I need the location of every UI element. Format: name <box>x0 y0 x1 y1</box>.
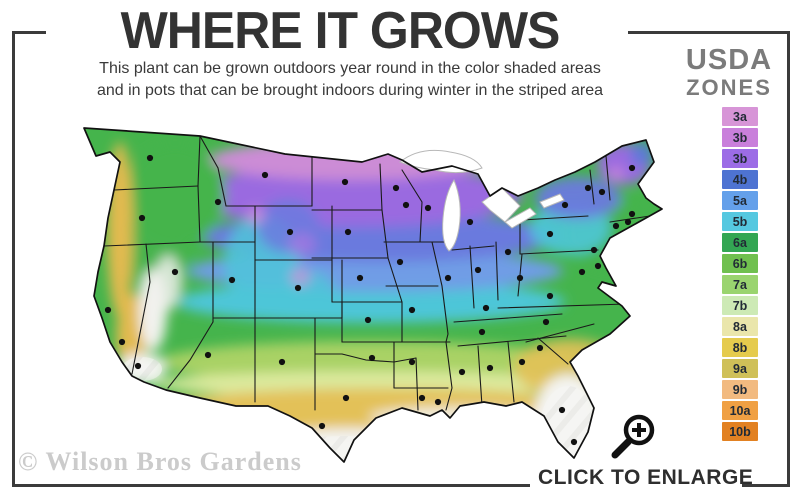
state-dot <box>214 198 222 206</box>
state-dot <box>578 268 586 276</box>
page-title: WHERE IT GROWS <box>120 1 561 60</box>
state-dot <box>344 228 352 236</box>
state-dot <box>104 306 112 314</box>
state-dot <box>444 274 452 282</box>
usda-heading-line2: ZONES <box>686 75 772 100</box>
state-borders <box>103 135 651 411</box>
legend-zone-swatch: 7a <box>722 275 758 294</box>
legend-zone-swatch: 9b <box>722 380 758 399</box>
state-dot <box>364 316 372 324</box>
subtitle-line-1: This plant can be grown outdoors year ro… <box>99 60 601 77</box>
legend-zone-swatch: 5b <box>722 212 758 231</box>
usda-zones-heading: USDA ZONES <box>668 46 790 99</box>
state-dot <box>392 184 400 192</box>
state-dot <box>424 204 432 212</box>
state-dot <box>134 362 142 370</box>
state-dot <box>278 358 286 366</box>
state-dot <box>624 218 632 226</box>
usda-heading-line1: USDA <box>685 44 773 76</box>
state-dot <box>546 230 554 238</box>
legend-zone-swatch: 4b <box>722 170 758 189</box>
state-dot <box>342 394 350 402</box>
state-dot <box>171 268 179 276</box>
us-hardiness-zone-map <box>50 110 670 480</box>
zone-shading <box>84 128 662 462</box>
legend-zone-swatch: 5a <box>722 191 758 210</box>
click-to-enlarge-label[interactable]: CLICK TO ENLARGE <box>538 466 754 489</box>
watermark: © Wilson Bros Gardens <box>18 447 302 476</box>
us-outline <box>83 127 663 463</box>
state-dot <box>518 358 526 366</box>
state-dot <box>474 266 482 274</box>
state-dot <box>546 292 554 300</box>
state-dot <box>204 351 212 359</box>
state-dot <box>261 171 269 179</box>
state-dot <box>368 354 376 362</box>
zone-legend: 3a 3b 3b 4b 5a 5b 6a 6b 7a 7b 8a 8b 9a 9b 10a 10b <box>722 107 760 443</box>
state-marker-dots <box>104 154 636 446</box>
legend-zone-swatch: 7b <box>722 296 758 315</box>
frame-border-left <box>12 31 15 487</box>
legend-zone-swatch: 3b <box>722 149 758 168</box>
magnifier-plus-icon[interactable] <box>608 412 660 462</box>
state-dot <box>590 246 598 254</box>
state-dot <box>434 398 442 406</box>
state-dot <box>286 228 294 236</box>
state-dot <box>356 274 364 282</box>
state-dot <box>482 304 490 312</box>
state-dot <box>408 358 416 366</box>
subtitle-line-2: and in pots that can be brought indoors … <box>96 81 604 99</box>
state-dot <box>396 258 404 266</box>
legend-zone-swatch: 9a <box>722 359 758 378</box>
state-dot <box>146 154 154 162</box>
state-dot <box>458 368 466 376</box>
state-dot <box>536 344 544 352</box>
legend-zone-swatch: 8b <box>722 338 758 357</box>
frame-border-bottom-right <box>742 484 790 487</box>
state-dot <box>598 188 606 196</box>
state-dot <box>516 274 524 282</box>
state-dot <box>418 394 426 402</box>
legend-zone-swatch: 6b <box>722 254 758 273</box>
legend-zone-swatch: 8a <box>722 317 758 336</box>
state-dot <box>570 438 578 446</box>
state-dot <box>594 262 602 270</box>
legend-zone-swatch: 3a <box>722 107 758 126</box>
state-dot <box>402 201 410 209</box>
state-dot <box>558 406 566 414</box>
state-dot <box>138 214 146 222</box>
state-dot <box>228 276 236 284</box>
legend-zone-swatch: 3b <box>722 128 758 147</box>
legend-zone-swatch: 10b <box>722 422 758 441</box>
state-dot <box>118 338 126 346</box>
legend-zone-swatch: 10a <box>722 401 758 420</box>
state-dot <box>318 422 326 430</box>
great-lakes <box>399 149 565 252</box>
state-dot <box>341 178 349 186</box>
frame-border-bottom-left <box>12 484 530 487</box>
state-dot <box>504 248 512 256</box>
frame-border-right <box>787 31 790 487</box>
subtitle: This plant can be grown outdoors year ro… <box>50 58 650 101</box>
state-dot <box>294 284 302 292</box>
legend-zone-swatch: 6a <box>722 233 758 252</box>
frame-border-top-right <box>628 31 790 34</box>
state-dot <box>584 184 592 192</box>
state-dot <box>478 328 486 336</box>
frame-border-top-left <box>12 31 46 34</box>
state-dot <box>466 218 474 226</box>
state-dot <box>561 201 569 209</box>
state-dot <box>612 222 620 230</box>
state-dot <box>628 164 636 172</box>
state-dot <box>408 306 416 314</box>
us-map-svg <box>83 127 663 463</box>
state-dot <box>542 318 550 326</box>
state-dot <box>628 210 636 218</box>
state-dot <box>486 364 494 372</box>
